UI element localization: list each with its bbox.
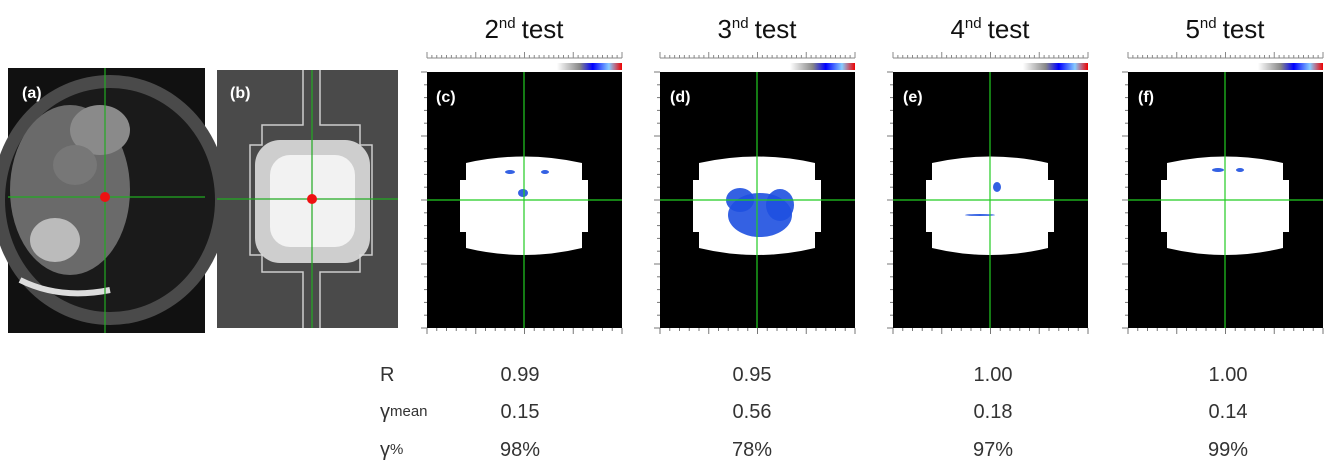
test-title: 5nd test (1185, 14, 1265, 44)
table-cell: 0.18 (974, 401, 1013, 423)
table-cell: 97% (973, 439, 1013, 461)
gamma-fail-spot (1236, 168, 1244, 172)
panel-label: (a) (22, 85, 42, 102)
table-cell: 98% (500, 439, 540, 461)
title-suffix: nd (1200, 15, 1217, 32)
gamma-panel: 3nd test (654, 14, 856, 334)
gamma-fail-spot (541, 170, 549, 174)
row-subscript: % (390, 441, 403, 458)
table-cell: 1.00 (974, 364, 1013, 386)
table-cell: 0.56 (733, 401, 772, 423)
gamma-panel: 2nd test (421, 14, 623, 334)
title-suffix: nd (965, 15, 982, 32)
gamma-fail-spot (993, 182, 1001, 192)
title-suffix: nd (732, 15, 749, 32)
gamma-fail-spot (518, 189, 528, 197)
row-symbol: γ (380, 439, 390, 461)
panel-label: (d) (670, 89, 690, 106)
title-word: test (1223, 14, 1266, 44)
test-title: 3nd test (717, 14, 797, 44)
colorbar (1023, 63, 1088, 70)
gamma-fail-spot (766, 189, 794, 221)
title-suffix: nd (499, 15, 516, 32)
panel-a-image (0, 68, 228, 333)
gamma-fail-spot (1212, 168, 1224, 172)
gamma-panel: 4nd test (887, 14, 1089, 334)
panel-label: (e) (903, 89, 923, 106)
panel-label: (c) (436, 89, 456, 106)
table-cell: 0.14 (1209, 401, 1248, 423)
test-title: 4nd test (950, 14, 1030, 44)
colorbar (557, 63, 622, 70)
title-number: 2 (484, 14, 498, 44)
row-symbol: R (380, 364, 394, 386)
gamma-fail-spot (965, 214, 995, 216)
table-cell: 99% (1208, 439, 1248, 461)
table-cell: 0.99 (501, 364, 540, 386)
row-subscript: mean (390, 403, 428, 420)
colorbar (1258, 63, 1323, 70)
row-label: R (380, 364, 394, 386)
row-label: γmean (380, 401, 428, 423)
test-title: 2nd test (484, 14, 564, 44)
table-cell: 0.15 (501, 401, 540, 423)
title-number: 5 (1185, 14, 1199, 44)
gamma-fail-spot (505, 170, 515, 174)
row-symbol: γ (380, 401, 390, 423)
row-label: γ% (380, 439, 403, 461)
panel-b-image (217, 70, 398, 328)
gamma-panel: 5nd test (1122, 14, 1324, 334)
panel-label: (f) (1138, 89, 1154, 106)
table-cell: 1.00 (1209, 364, 1248, 386)
title-word: test (522, 14, 565, 44)
panel-label: (b) (230, 85, 250, 102)
title-word: test (988, 14, 1031, 44)
title-word: test (755, 14, 798, 44)
colorbar (790, 63, 855, 70)
title-number: 3 (717, 14, 731, 44)
table-cell: 0.95 (733, 364, 772, 386)
table-cell: 78% (732, 439, 772, 461)
title-number: 4 (950, 14, 964, 44)
